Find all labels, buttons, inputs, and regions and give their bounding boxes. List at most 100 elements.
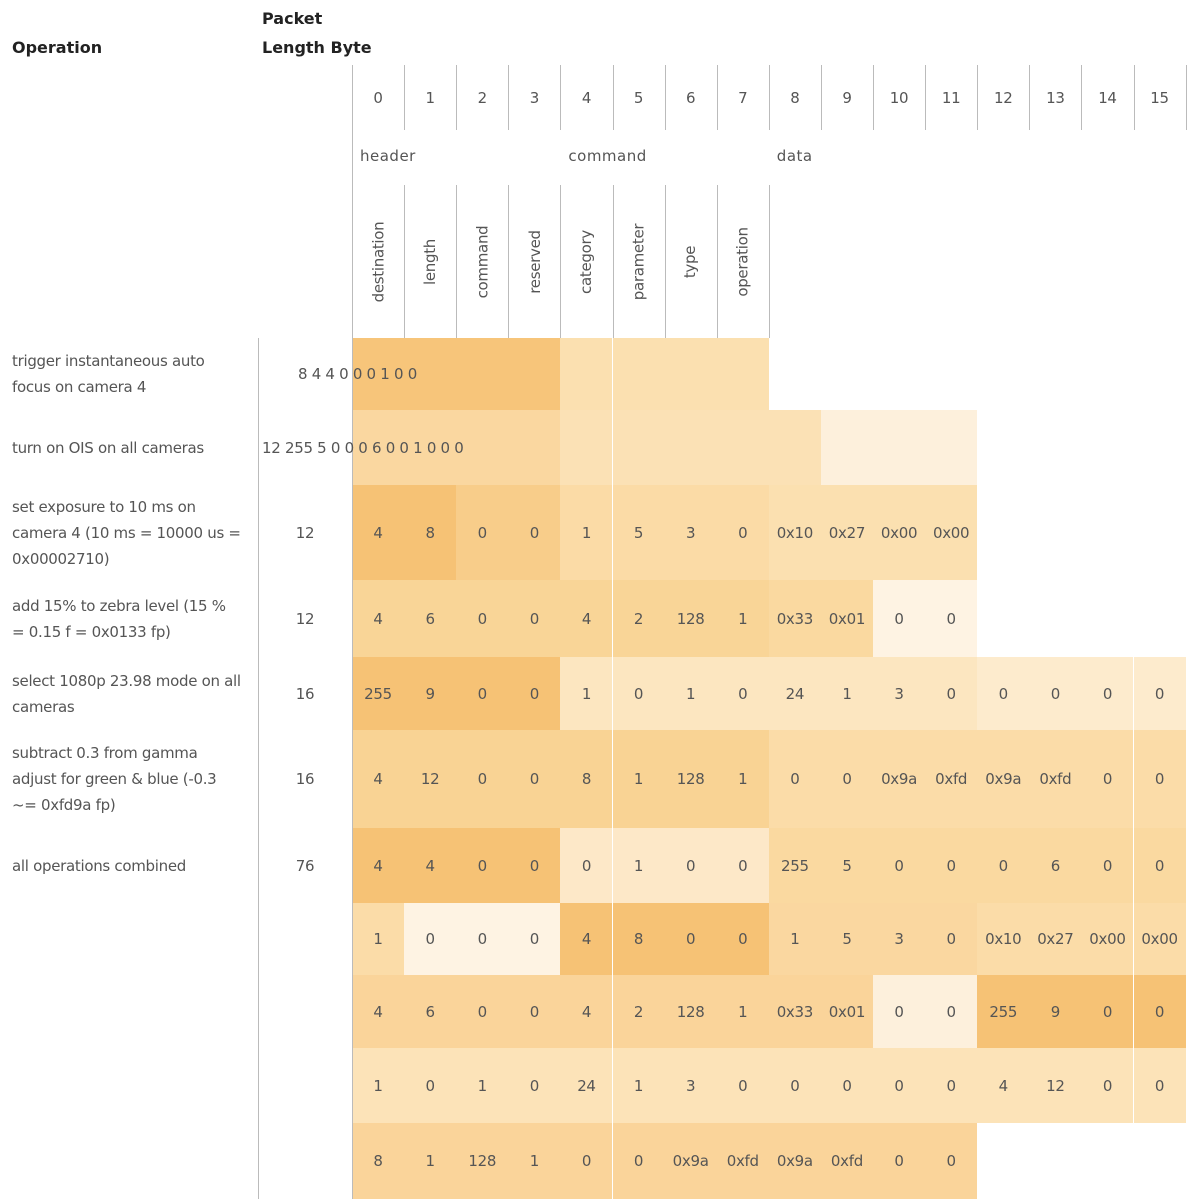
byte-value: 0	[1154, 1002, 1165, 1021]
byte-value: 128	[676, 1002, 705, 1021]
cell-bg	[612, 1123, 665, 1199]
divider	[508, 185, 510, 338]
byte-value: 3	[894, 930, 904, 948]
cell-bg	[456, 485, 509, 580]
cell-bg	[508, 1048, 561, 1123]
field-label-box: parameter	[613, 185, 665, 338]
byte-value: 2	[633, 1002, 644, 1021]
cell-bg	[612, 657, 665, 730]
cell-bg	[352, 410, 405, 485]
byte-index: 11	[941, 88, 961, 107]
cell-bg	[1133, 975, 1186, 1048]
byte-value: 1	[529, 1152, 540, 1170]
cell-bg	[925, 1048, 978, 1123]
field-label-box: operation	[717, 185, 769, 338]
byte-value: 0x01	[828, 609, 866, 628]
cell-bg	[560, 828, 613, 903]
cell-bg	[1029, 657, 1082, 730]
cell-bg	[873, 485, 926, 580]
operation: trigger instantaneous auto focus on came…	[12, 352, 205, 396]
cell-bg	[768, 410, 821, 485]
cell-bg	[1081, 1048, 1134, 1123]
byte-index: 0	[373, 88, 383, 107]
cell-bg	[768, 1048, 821, 1123]
byte-value: 0	[529, 1076, 540, 1095]
divider	[1029, 65, 1031, 130]
byte-value: 0	[1050, 684, 1061, 703]
byte-value: 0	[894, 1002, 904, 1021]
byte-value: 0	[946, 1076, 957, 1095]
cell-bg	[404, 338, 457, 410]
cell-bg	[873, 828, 926, 903]
byte-value: 0	[581, 1152, 592, 1170]
cell-bg	[508, 1123, 561, 1199]
cell-bg	[820, 975, 873, 1048]
packet-length: 12	[295, 523, 315, 542]
cell-bg	[352, 828, 405, 903]
byte-value: 5	[842, 856, 852, 875]
field-label-box: reserved	[508, 185, 560, 338]
byte-value: 0	[425, 930, 436, 948]
cell-bg	[1133, 828, 1186, 903]
byte-value: 1	[738, 1002, 748, 1021]
cell-bg	[560, 657, 613, 730]
cell-bg	[873, 580, 926, 657]
divider	[716, 185, 718, 338]
byte-value: 0x9a	[881, 770, 918, 788]
byte-value: 0	[477, 930, 488, 948]
cell-bg	[925, 657, 978, 730]
field-label: category	[577, 229, 596, 294]
cell-bg	[664, 485, 717, 580]
cell-bg	[768, 975, 821, 1048]
byte-value: 128	[676, 770, 705, 788]
byte-value: 0	[894, 1152, 904, 1170]
byte-value: 0xfd	[1039, 770, 1072, 788]
field-label: command	[473, 225, 492, 298]
field-label-box: type	[665, 185, 717, 338]
byte-value: 0	[946, 856, 957, 875]
divider	[508, 65, 510, 130]
byte-value: 0	[738, 930, 748, 948]
byte-value: 0	[946, 609, 957, 628]
divider	[820, 65, 822, 130]
byte-value: 0	[790, 770, 800, 788]
cell-bg	[560, 975, 613, 1048]
cell-bg	[820, 485, 873, 580]
byte-value: 6	[425, 1002, 436, 1021]
cell-bg	[404, 828, 457, 903]
byte-value: 8	[425, 523, 436, 542]
byte-value: 0	[529, 609, 540, 628]
cell-bg	[456, 657, 509, 730]
byte-value: 4	[581, 930, 592, 948]
byte-value: 0	[1154, 684, 1165, 703]
cell-bg	[456, 975, 509, 1048]
byte-value: 0x10	[776, 523, 814, 542]
cell-bg	[820, 1123, 873, 1199]
cell-bg	[664, 1048, 717, 1123]
cell-bg	[352, 975, 405, 1048]
cell-bg	[820, 410, 873, 485]
cell-bg	[925, 1123, 978, 1199]
cell-bg	[404, 730, 457, 828]
cell-bg	[612, 828, 665, 903]
cell-bg	[508, 730, 561, 828]
group-label: data	[776, 147, 813, 165]
divider	[404, 65, 406, 130]
byte-index: 4	[581, 88, 592, 107]
byte-value: 1	[581, 523, 592, 542]
divider	[258, 338, 259, 1199]
cell-bg	[352, 1123, 405, 1199]
divider	[560, 65, 562, 130]
byte-value: 6	[425, 609, 436, 628]
byte-value: 2	[633, 609, 644, 628]
cell-bg	[977, 828, 1030, 903]
cell-bg	[664, 580, 717, 657]
byte-value: 0	[477, 856, 488, 875]
cell-bg	[508, 485, 561, 580]
divider	[1185, 65, 1187, 130]
byte-value: 0	[529, 930, 540, 948]
cell-bg	[925, 580, 978, 657]
cell-bg	[1081, 903, 1134, 975]
byte-value: 4	[425, 856, 436, 875]
byte-value: 128	[676, 609, 705, 628]
